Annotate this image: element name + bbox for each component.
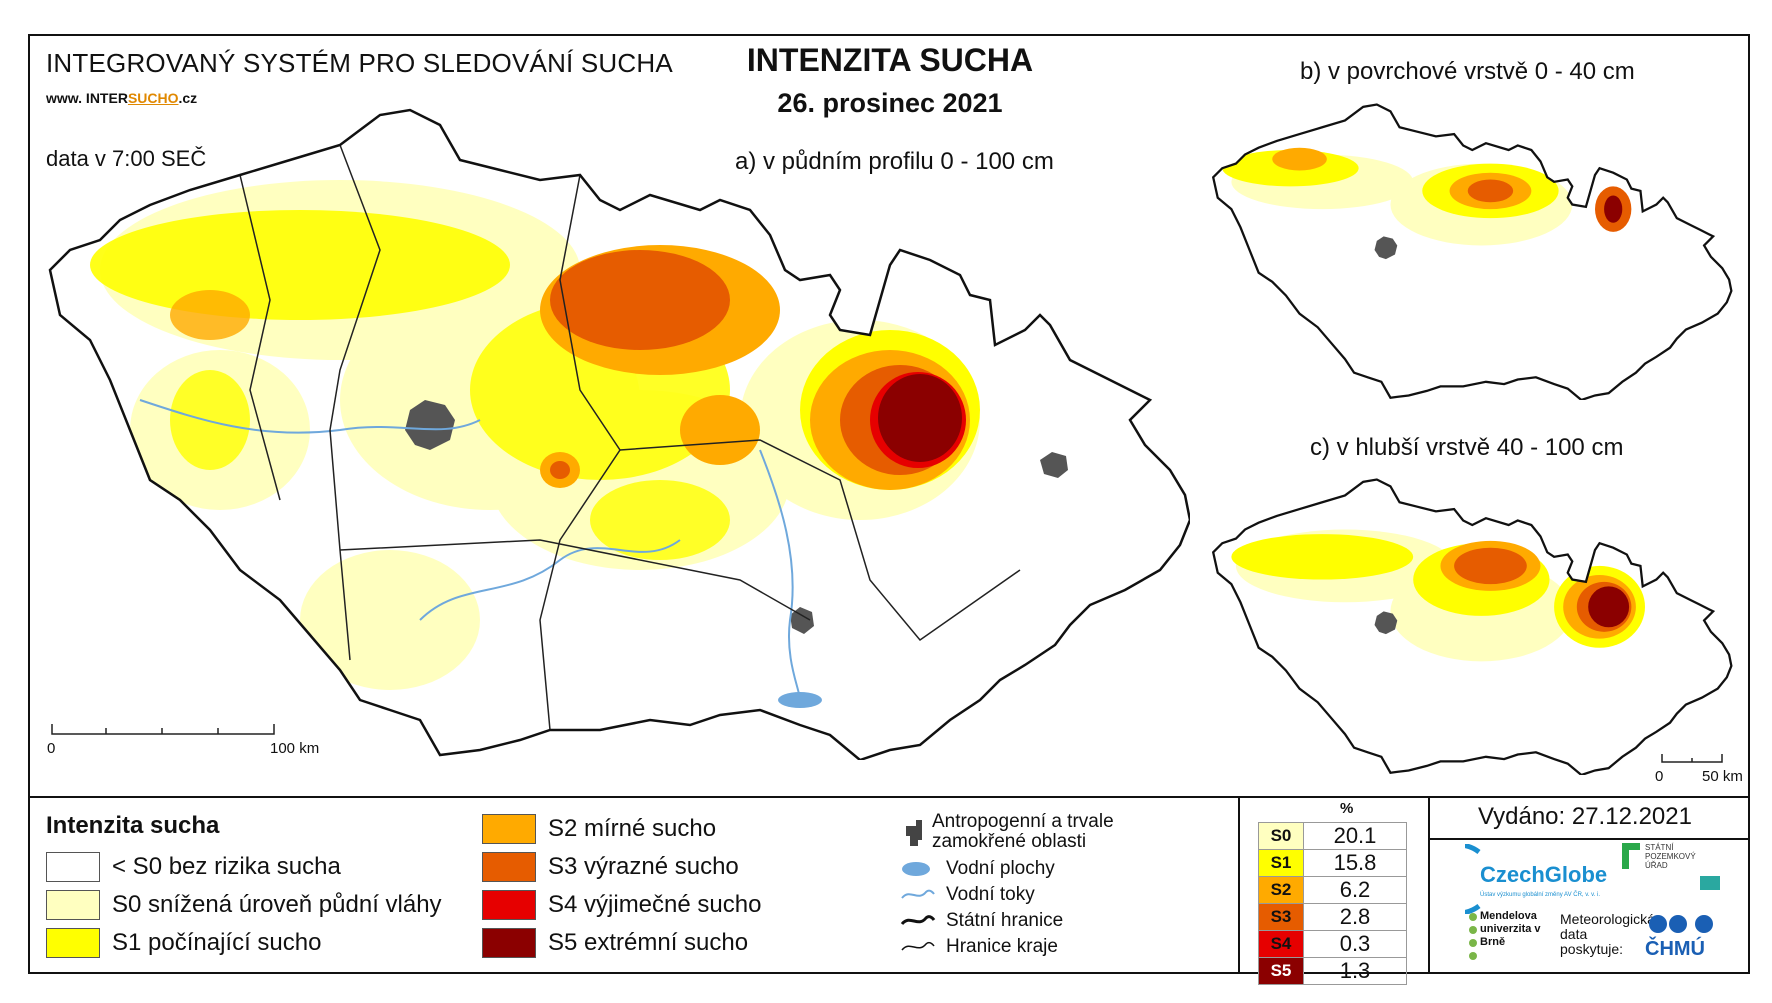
table-row: S2 6.2 (1258, 876, 1407, 904)
table-row: S0 20.1 (1258, 822, 1407, 850)
map-c-label: c) v hlubší vrstvě 40 - 100 cm (1310, 434, 1624, 461)
legend-region-border: Hranice kraje (900, 936, 1058, 958)
meteo-data-note: Meteorologická data poskytuje: (1560, 911, 1655, 957)
legend-item-s5: S5 extrémní sucho (482, 928, 748, 958)
drought-map-surface (1212, 103, 1733, 400)
percent-label: S1 (1258, 849, 1304, 877)
legend-item-s1: S1 počínající sucho (46, 928, 321, 958)
scale-bar-main (51, 724, 275, 735)
percent-value: 15.8 (1303, 849, 1407, 877)
drought-map-deep (1212, 478, 1733, 775)
data-time: data v 7:00 SEČ (46, 146, 207, 171)
map-date: 26. prosinec 2021 (777, 88, 1003, 118)
scale-main-zero: 0 (47, 740, 56, 757)
legend-swatch (46, 928, 100, 958)
czechglobe-subtitle: Ústav výzkumu globální změny AV ČR, v. v… (1480, 892, 1601, 898)
scale-bar-small (1661, 754, 1723, 763)
chmu-logo-icon (1649, 915, 1713, 933)
percent-value: 20.1 (1303, 822, 1407, 850)
anthropogenic-area-icon (906, 820, 922, 846)
percent-value: 2.8 (1303, 903, 1407, 931)
percent-value: 1.3 (1303, 957, 1407, 985)
legend-vertical-divider-2 (1428, 796, 1430, 974)
table-row: S4 0.3 (1258, 930, 1407, 958)
legend-anthropogenic: Antropogenní a trvale zamokřené oblasti (900, 812, 1140, 852)
legend-vertical-divider (1238, 796, 1240, 974)
scale-main-end: 100 km (270, 740, 320, 757)
state-border-icon (900, 915, 936, 926)
table-row: S3 2.8 (1258, 903, 1407, 931)
percent-table: S0 20.1 S1 15.8 S2 6.2 S3 2.8 S4 0.3 S5 1.3 (1258, 822, 1407, 985)
website-url[interactable]: www. INTERSUCHO.cz (46, 90, 198, 106)
legend-item-s2: S2 mírné sucho (482, 814, 716, 844)
percent-label: S3 (1258, 903, 1304, 931)
legend-swatch (482, 890, 536, 920)
legend-divider (28, 796, 1750, 798)
table-row: S5 1.3 (1258, 957, 1407, 985)
czechglobe-name: CzechGlobe (1480, 862, 1608, 887)
system-name: INTEGROVANÝ SYSTÉM PRO SLEDOVÁNÍ SUCHA (46, 48, 673, 78)
legend-rivers: Vodní toky (900, 884, 1035, 906)
drought-map-main (48, 108, 1190, 760)
legend-swatch (482, 928, 536, 958)
legend-swatch (482, 852, 536, 882)
mendel-dots-icon (1469, 913, 1477, 960)
legend-swatch (482, 814, 536, 844)
legend-item-s4: S4 výjimečné sucho (482, 890, 761, 920)
spu-accent-icon (1700, 876, 1720, 890)
spu-logo[interactable]: STÁTNÍ POZEMKOVÝ ÚŘAD (1645, 843, 1696, 870)
spu-logo-icon (1622, 843, 1640, 869)
legend-water-bodies: Vodní plochy (900, 858, 1055, 880)
page-title: INTENZITA SUCHA (746, 42, 1034, 78)
mendel-logo[interactable]: Mendelova univerzita v Brně (1480, 910, 1541, 948)
scale-small-end: 50 km (1702, 768, 1743, 785)
scale-small-zero: 0 (1655, 768, 1664, 785)
river-icon (901, 889, 935, 899)
map-b-label: b) v povrchové vrstvě 0 - 40 cm (1300, 58, 1635, 85)
issued-date: Vydáno: 27.12.2021 (1478, 803, 1692, 830)
percent-value: 6.2 (1303, 876, 1407, 904)
legend-title: Intenzita sucha (46, 812, 220, 839)
legend-swatch (46, 890, 100, 920)
legend-swatch (46, 852, 100, 882)
percent-label: S4 (1258, 930, 1304, 958)
percent-label: S0 (1258, 822, 1304, 850)
legend-item-s3: S3 výrazné sucho (482, 852, 739, 882)
legend-item-below-s0: < S0 bez rizika sucha (46, 852, 341, 882)
water-body-icon (902, 862, 930, 876)
chmu-logo[interactable]: ČHMÚ (1645, 938, 1705, 960)
region-border-icon (901, 941, 935, 951)
percent-value: 0.3 (1303, 930, 1407, 958)
percent-label: S2 (1258, 876, 1304, 904)
legend-item-s0: S0 snížená úroveň půdní vláhy (46, 890, 442, 920)
map-a-label: a) v půdním profilu 0 - 100 cm (735, 148, 1054, 175)
table-row: S1 15.8 (1258, 849, 1407, 877)
legend-state-border: Státní hranice (900, 910, 1063, 932)
percent-label: S5 (1258, 957, 1304, 985)
issued-divider (1428, 838, 1750, 840)
percent-header: % (1340, 800, 1354, 817)
